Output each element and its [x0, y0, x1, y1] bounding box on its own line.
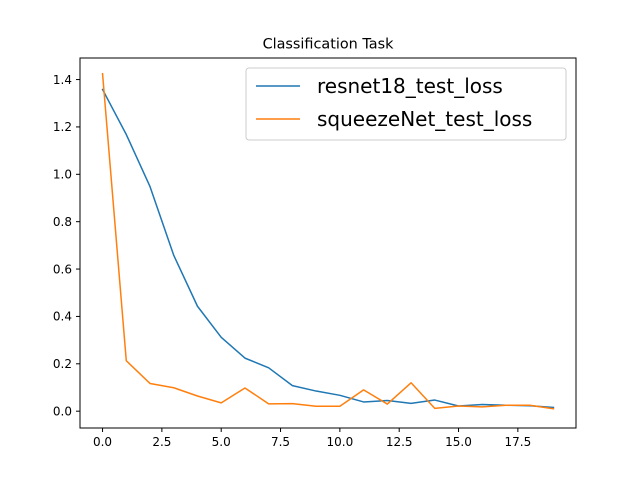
legend: resnet18_test_loss squeezeNet_test_loss	[245, 67, 567, 141]
chart-title: Classification Task	[263, 37, 395, 53]
y-tick-label: 0.4	[53, 310, 72, 324]
x-tick-label: 15.0	[445, 435, 472, 449]
y-tick-label: 1.4	[53, 73, 72, 87]
y-tick-label: 0.8	[53, 215, 72, 229]
series-layer	[101, 72, 555, 410]
x-tick-label: 10.0	[327, 435, 354, 449]
x-tick-label: 0.0	[93, 435, 112, 449]
axes-frame	[79, 57, 577, 429]
legend-box	[245, 67, 567, 141]
legend-label: squeezeNet_test_loss	[317, 107, 532, 131]
y-axis: 0.0 0.2 0.4 0.6 0.8 1.0 1.2 1.4	[53, 73, 80, 418]
x-tick-label: 17.5	[504, 435, 531, 449]
legend-label: resnet18_test_loss	[317, 74, 503, 98]
plot-area	[79, 57, 577, 429]
x-tick-label: 12.5	[386, 435, 413, 449]
y-tick-label: 0.6	[53, 262, 72, 276]
series-line-resnet18-test-loss	[101, 88, 555, 409]
y-tick-label: 0.2	[53, 357, 72, 371]
series-line-squeezeNet-test-loss	[101, 72, 555, 410]
y-tick-label: 0.0	[53, 404, 72, 418]
x-tick-label: 2.5	[152, 435, 171, 449]
x-tick-label: 7.5	[271, 435, 290, 449]
y-tick-label: 1.2	[53, 120, 72, 134]
x-tick-label: 5.0	[212, 435, 231, 449]
x-axis: 0.0 2.5 5.0 7.5 10.0 12.5 15.0 17.5	[93, 428, 531, 449]
y-tick-label: 1.0	[53, 168, 72, 182]
